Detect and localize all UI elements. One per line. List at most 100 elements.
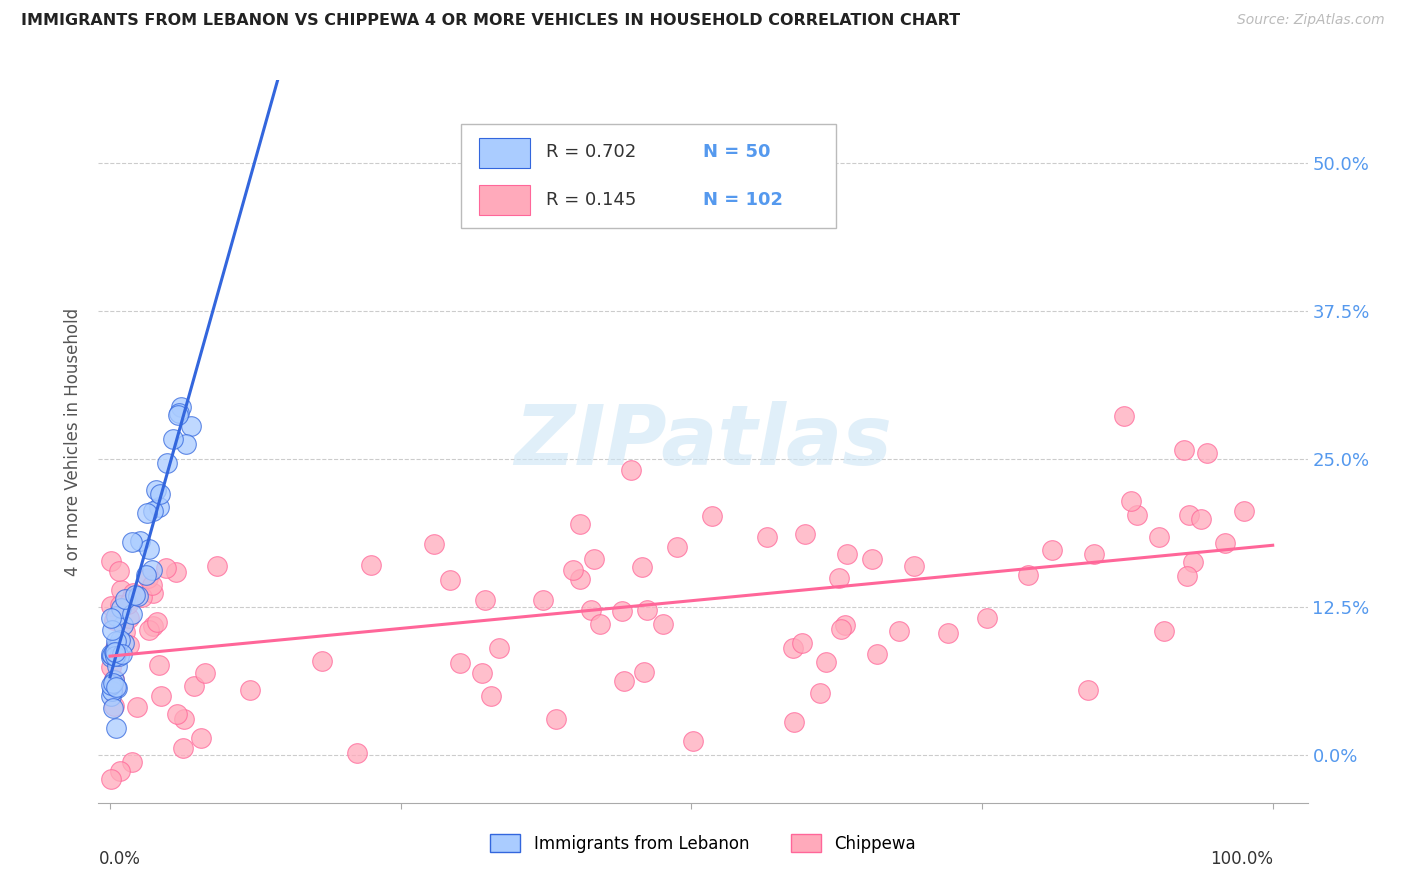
Point <box>790 636 813 650</box>
Point <box>124 588 146 602</box>
Point <box>101 648 124 663</box>
Point <box>1147 530 1170 544</box>
Point <box>141 578 163 592</box>
Point <box>613 674 636 689</box>
Point <box>546 712 568 726</box>
Point <box>101 624 124 638</box>
Point <box>1017 568 1039 582</box>
Point <box>104 609 127 624</box>
Point <box>166 408 188 422</box>
Point <box>103 700 125 714</box>
Point <box>589 617 612 632</box>
Point <box>121 535 143 549</box>
Point <box>100 611 122 625</box>
Point <box>756 530 779 544</box>
Point <box>146 615 169 629</box>
Point <box>110 583 132 598</box>
Point <box>631 560 654 574</box>
Point <box>105 721 128 735</box>
Point <box>1083 547 1105 561</box>
Point <box>793 527 815 541</box>
Point <box>479 690 502 704</box>
Point <box>141 563 163 577</box>
Point <box>127 589 149 603</box>
Point <box>1178 508 1201 522</box>
Point <box>682 733 704 747</box>
Point <box>652 616 675 631</box>
Point <box>104 645 127 659</box>
Point <box>103 672 125 686</box>
Point <box>135 507 157 521</box>
Point <box>103 648 125 663</box>
Point <box>105 681 128 695</box>
Point <box>105 646 128 660</box>
Point <box>105 640 128 654</box>
FancyBboxPatch shape <box>461 124 837 228</box>
Point <box>808 686 831 700</box>
Point <box>834 617 856 632</box>
Point <box>423 536 446 550</box>
Point <box>700 509 723 524</box>
Point <box>129 533 152 548</box>
Point <box>117 598 139 612</box>
Point <box>828 571 851 585</box>
Point <box>118 638 141 652</box>
Point <box>583 552 606 566</box>
Point <box>449 656 471 670</box>
Point <box>100 678 122 692</box>
Text: IMMIGRANTS FROM LEBANON VS CHIPPEWA 4 OR MORE VEHICLES IN HOUSEHOLD CORRELATION : IMMIGRANTS FROM LEBANON VS CHIPPEWA 4 OR… <box>21 13 960 29</box>
Point <box>474 592 496 607</box>
Point <box>111 647 134 661</box>
Text: N = 50: N = 50 <box>703 143 770 161</box>
Point <box>122 585 145 599</box>
Point <box>165 566 187 580</box>
Point <box>107 648 129 663</box>
Point <box>155 560 177 574</box>
Point <box>101 676 124 690</box>
Point <box>193 666 215 681</box>
Point <box>156 456 179 470</box>
Point <box>105 639 128 653</box>
Text: ZIPatlas: ZIPatlas <box>515 401 891 482</box>
Point <box>112 636 135 650</box>
Point <box>887 624 910 639</box>
Point <box>1077 682 1099 697</box>
Point <box>131 591 153 605</box>
Point <box>1112 409 1135 423</box>
Text: 0.0%: 0.0% <box>98 850 141 868</box>
Point <box>103 645 125 659</box>
Point <box>569 516 592 531</box>
Point <box>936 626 959 640</box>
Point <box>439 574 461 588</box>
Point <box>636 603 658 617</box>
Point <box>815 656 838 670</box>
Point <box>782 715 804 730</box>
Point <box>166 707 188 722</box>
Point <box>117 611 139 625</box>
Point <box>170 400 193 414</box>
Point <box>1153 624 1175 638</box>
Point <box>360 558 382 572</box>
Point <box>666 540 689 554</box>
FancyBboxPatch shape <box>479 185 530 215</box>
Point <box>121 607 143 622</box>
Point <box>1233 504 1256 518</box>
Point <box>138 571 160 585</box>
Point <box>531 593 554 607</box>
Point <box>101 683 124 698</box>
Point <box>107 658 129 673</box>
Legend: Immigrants from Lebanon, Chippewa: Immigrants from Lebanon, Chippewa <box>484 828 922 860</box>
Point <box>581 603 603 617</box>
Point <box>860 551 883 566</box>
Point <box>100 554 122 568</box>
Point <box>562 564 585 578</box>
Text: 100.0%: 100.0% <box>1209 850 1272 868</box>
Point <box>145 483 167 497</box>
Point <box>108 564 131 578</box>
Point <box>100 659 122 673</box>
Point <box>782 640 804 655</box>
Point <box>1182 555 1205 569</box>
Point <box>108 598 131 612</box>
Point <box>148 658 170 673</box>
Point <box>110 632 132 647</box>
